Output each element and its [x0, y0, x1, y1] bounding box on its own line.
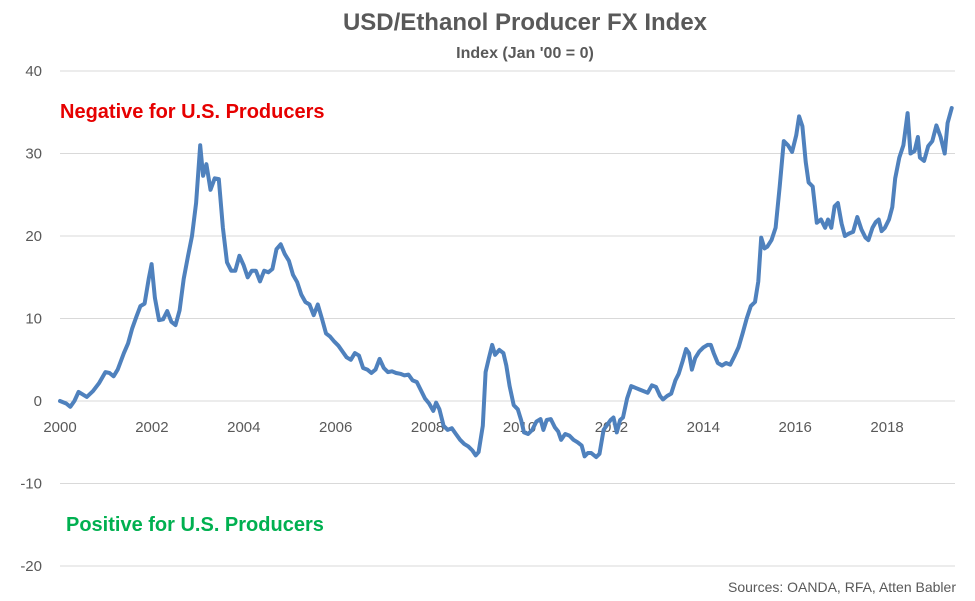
series-line: [58, 106, 954, 460]
y-tick-label: -10: [20, 476, 42, 493]
x-tick-label: 2018: [870, 419, 903, 436]
y-tick-label: 0: [34, 393, 42, 410]
chart-subtitle: Index (Jan '00 = 0): [456, 45, 594, 62]
y-tick-label: 40: [25, 63, 42, 80]
x-tick-label: 2000: [43, 419, 76, 436]
x-tick-label: 2004: [227, 419, 260, 436]
y-tick-label: 30: [25, 146, 42, 163]
source-note: Sources: OANDA, RFA, Atten Babler: [728, 579, 956, 595]
x-tick-label: 2016: [779, 419, 812, 436]
y-tick-label: 10: [25, 311, 42, 328]
y-axis-ticks: -20 -10 0 10 20 30 40: [20, 63, 42, 575]
gridlines: [60, 70, 955, 567]
chart-title: USD/Ethanol Producer FX Index: [343, 9, 708, 36]
x-axis-ticks: 2000 2002 2004 2006 2008 2010 2012 2014 2016 2018: [43, 419, 903, 436]
y-tick-label: 20: [25, 228, 42, 245]
y-tick-label: -20: [20, 558, 42, 575]
annotation-positive: Positive for U.S. Producers: [66, 514, 324, 536]
x-tick-label: 2002: [135, 419, 168, 436]
annotation-negative: Negative for U.S. Producers: [60, 101, 325, 123]
x-tick-label: 2014: [687, 419, 720, 436]
x-tick-label: 2008: [411, 419, 444, 436]
x-tick-label: 2006: [319, 419, 352, 436]
